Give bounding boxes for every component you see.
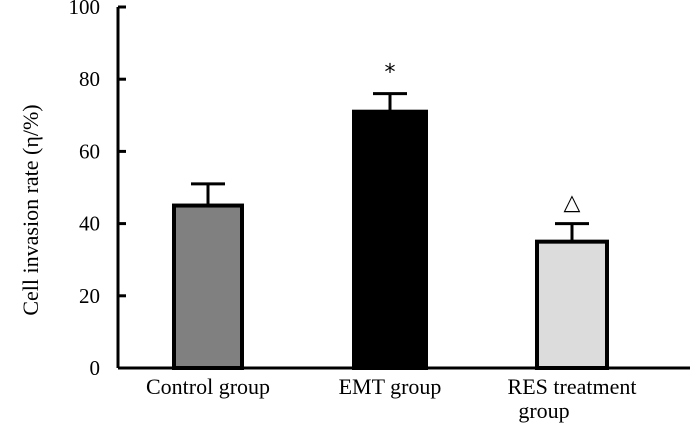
category-label-3: RES treatment group (508, 374, 637, 423)
y-tick-label-40: 40 (79, 212, 100, 236)
bar-3 (535, 239, 609, 370)
y-tick-label-0: 0 (90, 356, 101, 380)
bar-1 (172, 203, 244, 370)
y-axis-title: Cell invasion rate (η/%) (18, 104, 43, 315)
y-tick-label-20: 20 (79, 284, 100, 308)
y-tick-label-60: 60 (79, 139, 100, 163)
category-labels: Control group EMT group RES treatment group (146, 374, 636, 423)
y-tick-label-80: 80 (79, 67, 100, 91)
bar-2 (352, 109, 428, 370)
y-ticks: 0 20 40 60 80 100 (69, 0, 126, 380)
y-tick-label-100: 100 (69, 0, 101, 19)
category-label-2: EMT group (339, 374, 442, 399)
bars (172, 109, 609, 370)
significance-marker-3: △ (564, 191, 581, 216)
significance-marker-2: * (385, 61, 396, 86)
annotations: *△ (385, 61, 581, 216)
category-label-1: Control group (146, 374, 270, 399)
error-bars (191, 92, 589, 242)
